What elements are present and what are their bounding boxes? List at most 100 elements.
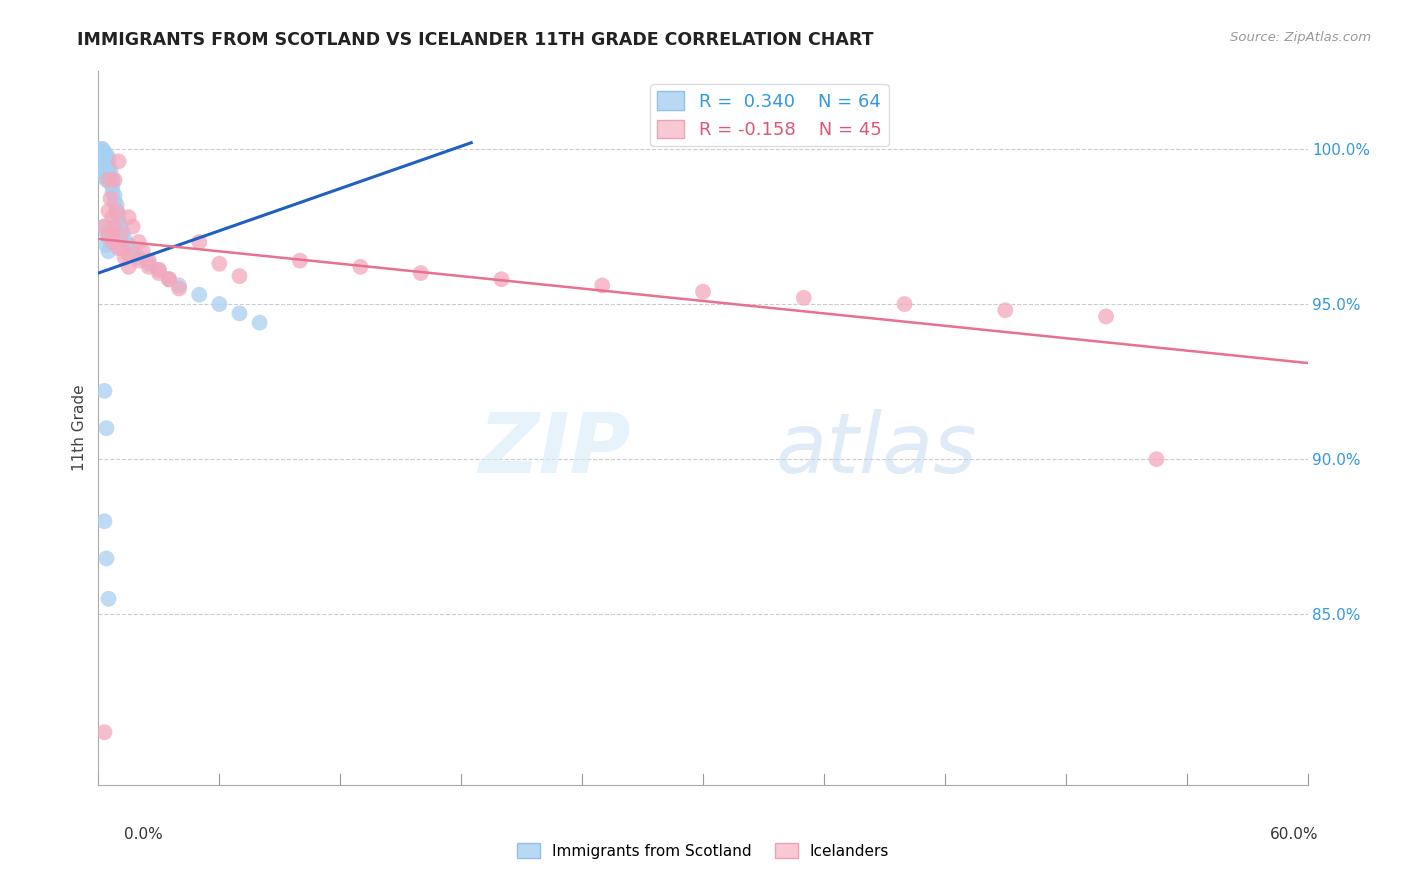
Point — [101, 186, 124, 200]
Point — [101, 173, 124, 187]
Point — [100, 176, 122, 190]
Y-axis label: 11th Grade: 11th Grade — [72, 384, 87, 472]
Point — [93, 384, 115, 398]
Text: Source: ZipAtlas.com: Source: ZipAtlas.com — [1230, 31, 1371, 45]
Point — [111, 226, 134, 240]
Point — [1095, 310, 1118, 324]
Point — [89, 163, 111, 178]
Text: atlas: atlas — [776, 409, 977, 490]
Point — [107, 207, 129, 221]
Point — [96, 161, 118, 175]
Point — [349, 260, 371, 274]
Point — [97, 157, 120, 171]
Point — [121, 244, 143, 259]
Point — [93, 161, 115, 175]
Point — [128, 235, 150, 249]
Point — [97, 228, 120, 243]
Point — [167, 281, 190, 295]
Point — [101, 179, 124, 194]
Point — [91, 145, 114, 159]
Point — [288, 253, 311, 268]
Point — [103, 219, 125, 234]
Point — [105, 204, 128, 219]
Point — [110, 219, 132, 234]
Point — [118, 260, 141, 274]
Point — [100, 192, 122, 206]
Point — [692, 285, 714, 299]
Point — [97, 151, 120, 165]
Point — [97, 173, 120, 187]
Point — [101, 235, 124, 249]
Point — [96, 226, 118, 240]
Point — [591, 278, 613, 293]
Point — [1146, 452, 1168, 467]
Point — [110, 228, 132, 243]
Point — [97, 163, 120, 178]
Point — [228, 306, 250, 320]
Point — [118, 210, 141, 224]
Point — [157, 272, 180, 286]
Point — [91, 151, 114, 165]
Point — [491, 272, 513, 286]
Text: 60.0%: 60.0% — [1271, 827, 1319, 842]
Point — [91, 157, 114, 171]
Point — [93, 219, 115, 234]
Point — [97, 591, 120, 606]
Point — [93, 145, 115, 159]
Point — [93, 169, 115, 184]
Point — [157, 272, 180, 286]
Point — [89, 142, 111, 156]
Point — [148, 263, 170, 277]
Legend: Immigrants from Scotland, Icelanders: Immigrants from Scotland, Icelanders — [510, 837, 896, 864]
Point — [208, 297, 231, 311]
Point — [111, 241, 134, 255]
Point — [105, 198, 128, 212]
Point — [91, 163, 114, 178]
Point — [93, 151, 115, 165]
Point — [97, 169, 120, 184]
Point — [103, 194, 125, 209]
Point — [132, 244, 155, 259]
Point — [100, 169, 122, 184]
Point — [91, 142, 114, 156]
Text: 0.0%: 0.0% — [124, 827, 163, 842]
Point — [96, 148, 118, 162]
Point — [118, 238, 141, 252]
Point — [93, 154, 115, 169]
Point — [114, 232, 136, 246]
Point — [97, 204, 120, 219]
Point — [208, 257, 231, 271]
Legend: R =  0.340    N = 64, R = -0.158    N = 45: R = 0.340 N = 64, R = -0.158 N = 45 — [650, 84, 889, 146]
Point — [249, 316, 271, 330]
Point — [148, 266, 170, 280]
Point — [96, 421, 118, 435]
Point — [89, 145, 111, 159]
Point — [138, 257, 160, 271]
Point — [103, 188, 125, 202]
Point — [96, 154, 118, 169]
Point — [188, 235, 211, 249]
Point — [101, 226, 124, 240]
Point — [96, 173, 118, 187]
Point — [138, 253, 160, 268]
Point — [138, 260, 160, 274]
Point — [893, 297, 915, 311]
Point — [128, 253, 150, 268]
Point — [105, 204, 128, 219]
Point — [107, 154, 129, 169]
Point — [114, 251, 136, 265]
Point — [100, 163, 122, 178]
Point — [409, 266, 432, 280]
Point — [148, 263, 170, 277]
Point — [188, 287, 211, 301]
Point — [93, 219, 115, 234]
Point — [96, 167, 118, 181]
Point — [107, 241, 129, 255]
Point — [97, 232, 120, 246]
Point — [89, 148, 111, 162]
Point — [228, 269, 250, 284]
Point — [91, 154, 114, 169]
Point — [89, 157, 111, 171]
Point — [157, 272, 180, 286]
Point — [793, 291, 815, 305]
